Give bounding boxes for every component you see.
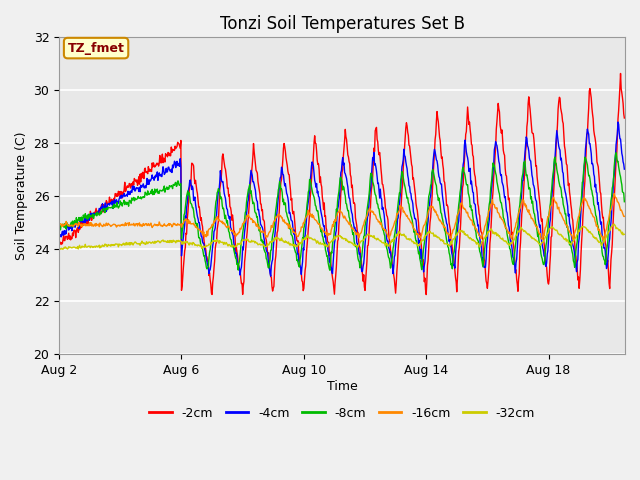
- Title: Tonzi Soil Temperatures Set B: Tonzi Soil Temperatures Set B: [220, 15, 465, 33]
- Legend: -2cm, -4cm, -8cm, -16cm, -32cm: -2cm, -4cm, -8cm, -16cm, -32cm: [144, 402, 540, 424]
- Text: TZ_fmet: TZ_fmet: [68, 42, 125, 55]
- X-axis label: Time: Time: [326, 380, 358, 393]
- Y-axis label: Soil Temperature (C): Soil Temperature (C): [15, 132, 28, 260]
